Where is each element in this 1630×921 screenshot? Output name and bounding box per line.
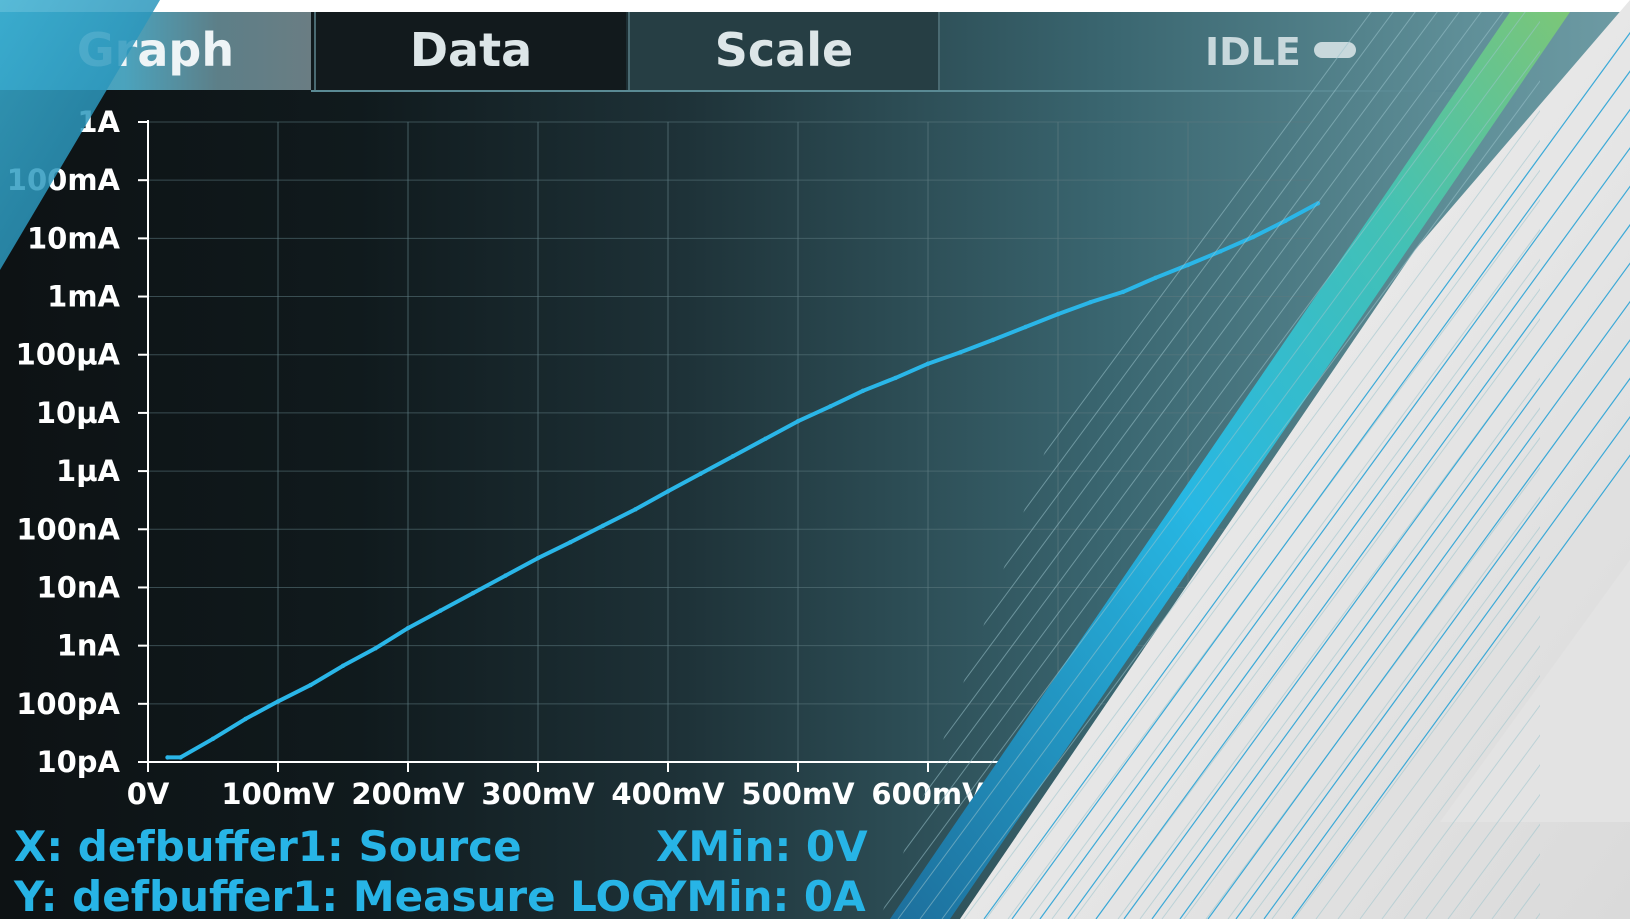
data-point [665, 489, 671, 494]
data-point [1055, 311, 1061, 317]
data-point [568, 540, 573, 545]
data-point [763, 436, 768, 441]
x-tick-label: 100mV [221, 777, 335, 811]
data-point [340, 663, 346, 668]
data-point [990, 337, 996, 343]
x-tick-label: 300mV [481, 777, 595, 811]
data-series [165, 201, 1321, 760]
data-point [1120, 289, 1126, 295]
y-tick-label: 1µA [56, 454, 121, 488]
data-point [600, 523, 606, 528]
grid [148, 121, 1310, 762]
x-tick-label: 0V [127, 777, 170, 811]
x-tick-label: 500mV [741, 777, 855, 811]
data-point [373, 646, 378, 651]
y-tick-label: 1nA [57, 629, 121, 663]
y-tick-label: 10mA [27, 221, 121, 255]
x-tick-label: 200mV [351, 777, 465, 811]
data-point [210, 736, 216, 741]
axes [138, 120, 1010, 772]
data-point [470, 590, 476, 596]
y-tick-label: 100nA [16, 512, 120, 546]
y-tick-label: 100pA [16, 687, 120, 721]
y-tick-label: 10pA [36, 745, 120, 779]
data-point [633, 507, 638, 512]
data-point [275, 699, 281, 704]
data-point [1283, 218, 1288, 223]
data-point [795, 419, 801, 424]
data-point [165, 755, 170, 760]
data-point [243, 716, 248, 722]
data-point [1153, 275, 1158, 280]
x-tick-label: 400mV [611, 777, 725, 811]
data-point [1185, 262, 1191, 268]
data-point [1023, 324, 1028, 330]
data-point [1218, 249, 1223, 254]
data-line-series [167, 201, 1319, 760]
data-point [405, 625, 411, 631]
y-tick-label: 100µA [16, 338, 121, 372]
data-point [503, 573, 508, 578]
y-tick-label: 1A [77, 105, 120, 139]
x-axis-source: X: defbuffer1: Source [14, 822, 522, 871]
y-tick-label: 10nA [37, 570, 121, 604]
data-point [698, 471, 703, 476]
data-point [1088, 300, 1093, 305]
data-point [925, 361, 931, 366]
data-point [308, 682, 313, 688]
ymin-readout: YMin: 0A [656, 872, 866, 921]
data-point [730, 454, 736, 459]
data-point [958, 350, 963, 355]
data-point [438, 608, 443, 613]
x-tick-label: 600mV [871, 777, 985, 811]
data-point [535, 555, 541, 561]
data-point [1250, 234, 1256, 240]
tick-labels: 1A 100mA 10mA 1mA 100µA 10µA 1µA 100nA 10nA 1nA 10… [7, 105, 985, 811]
y-tick-label: 1mA [47, 280, 120, 314]
data-point [1315, 201, 1321, 206]
y-axis-source: Y: defbuffer1: Measure LOG [14, 872, 666, 921]
data-point [178, 755, 183, 760]
data-point [893, 375, 898, 381]
data-point [860, 388, 866, 393]
y-tick-label: 10µA [36, 396, 121, 430]
xmin-readout: XMin: 0V [656, 822, 868, 871]
y-tick-label: 100mA [7, 163, 121, 197]
data-point [828, 404, 833, 409]
tab-data[interactable]: Data [314, 12, 626, 90]
